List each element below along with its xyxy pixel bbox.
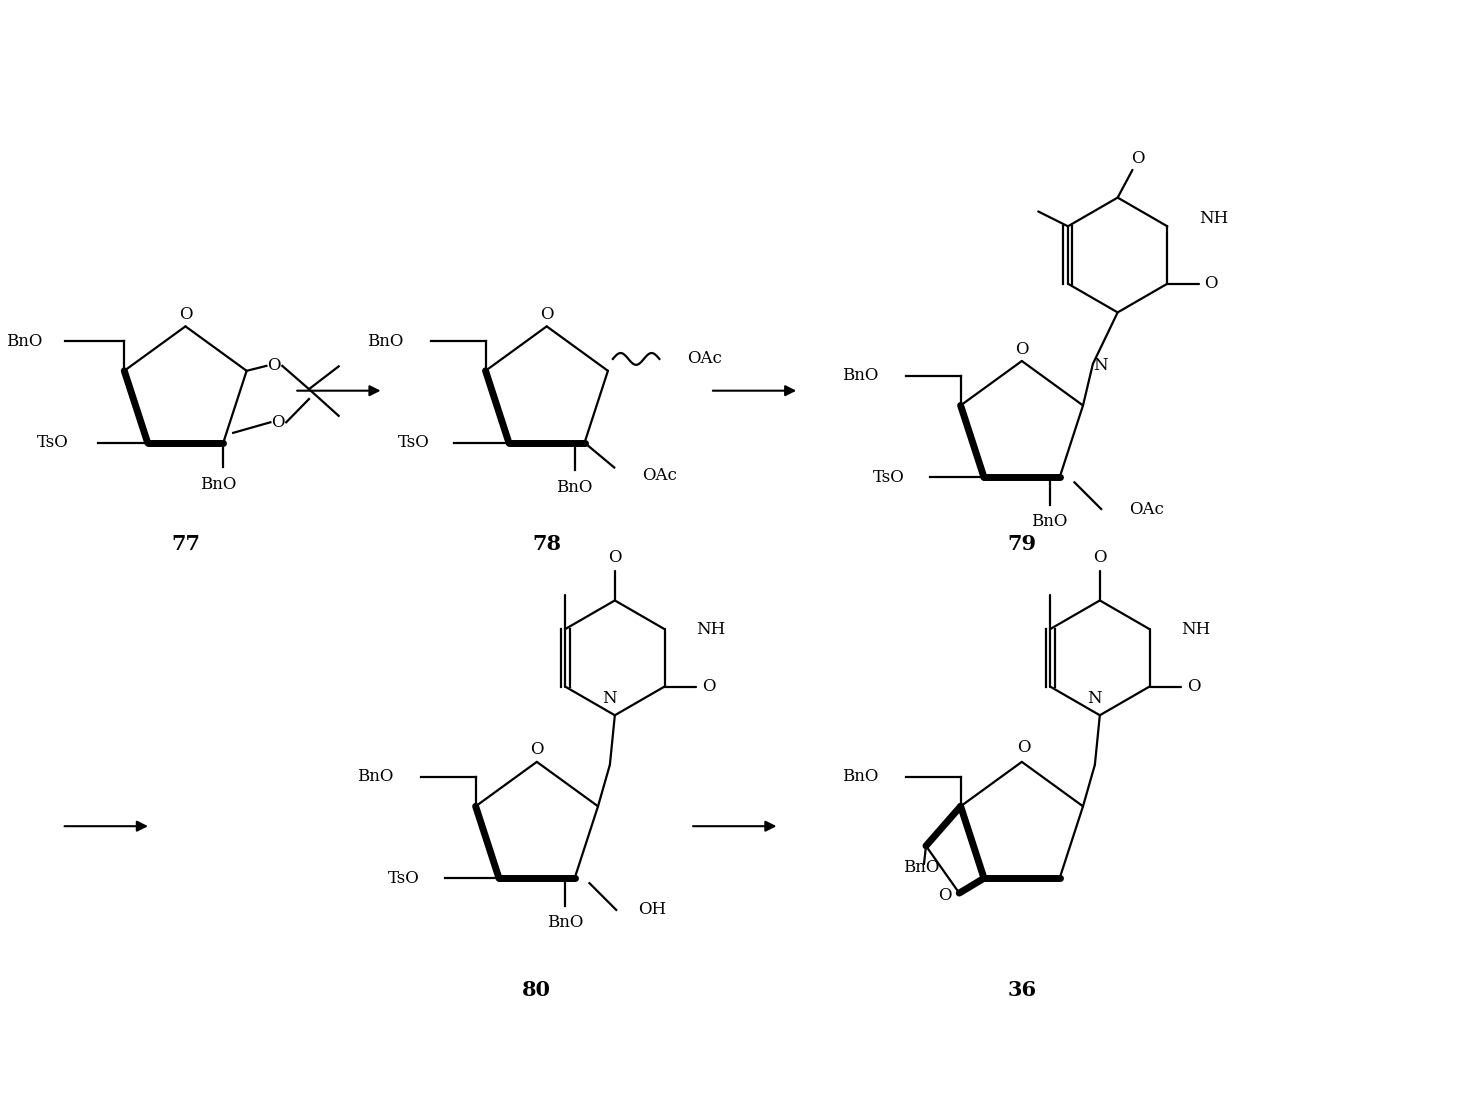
Text: O: O bbox=[272, 414, 285, 430]
Text: BnO: BnO bbox=[367, 333, 404, 349]
Text: BnO: BnO bbox=[842, 769, 878, 785]
Text: 36: 36 bbox=[1008, 979, 1036, 999]
Text: TsO: TsO bbox=[388, 869, 420, 887]
Text: O: O bbox=[1131, 150, 1144, 166]
Text: TsO: TsO bbox=[398, 435, 430, 451]
Text: 79: 79 bbox=[1008, 535, 1036, 554]
Text: O: O bbox=[702, 678, 715, 695]
Text: NH: NH bbox=[696, 621, 726, 638]
Text: 77: 77 bbox=[170, 535, 200, 554]
Text: BnO: BnO bbox=[357, 769, 394, 785]
Text: NH: NH bbox=[1181, 621, 1210, 638]
Text: O: O bbox=[1093, 549, 1106, 567]
Text: BnO: BnO bbox=[903, 859, 939, 876]
Text: O: O bbox=[1017, 739, 1031, 755]
Text: O: O bbox=[1015, 340, 1028, 357]
Text: N: N bbox=[602, 690, 617, 706]
Text: O: O bbox=[267, 357, 281, 375]
Text: O: O bbox=[1187, 678, 1200, 695]
Text: OH: OH bbox=[638, 902, 665, 918]
Text: N: N bbox=[1087, 690, 1102, 706]
Text: BnO: BnO bbox=[6, 333, 43, 349]
Text: O: O bbox=[179, 306, 192, 323]
Text: O: O bbox=[937, 886, 950, 904]
Text: BnO: BnO bbox=[842, 367, 878, 384]
Text: O: O bbox=[541, 306, 554, 323]
Text: TsO: TsO bbox=[873, 469, 905, 486]
Text: NH: NH bbox=[1199, 210, 1228, 227]
Text: BnO: BnO bbox=[546, 914, 583, 932]
Text: OAc: OAc bbox=[687, 350, 721, 367]
Text: BnO: BnO bbox=[200, 476, 237, 492]
Text: O: O bbox=[608, 549, 621, 567]
Text: O: O bbox=[530, 742, 544, 759]
Text: N: N bbox=[1093, 357, 1108, 375]
Text: 80: 80 bbox=[523, 979, 551, 999]
Text: OAc: OAc bbox=[1128, 500, 1163, 518]
Text: OAc: OAc bbox=[642, 467, 677, 484]
Text: BnO: BnO bbox=[1031, 513, 1068, 530]
Text: O: O bbox=[1205, 275, 1218, 292]
Text: BnO: BnO bbox=[557, 479, 593, 496]
Text: 78: 78 bbox=[532, 535, 561, 554]
Text: TsO: TsO bbox=[37, 435, 69, 451]
